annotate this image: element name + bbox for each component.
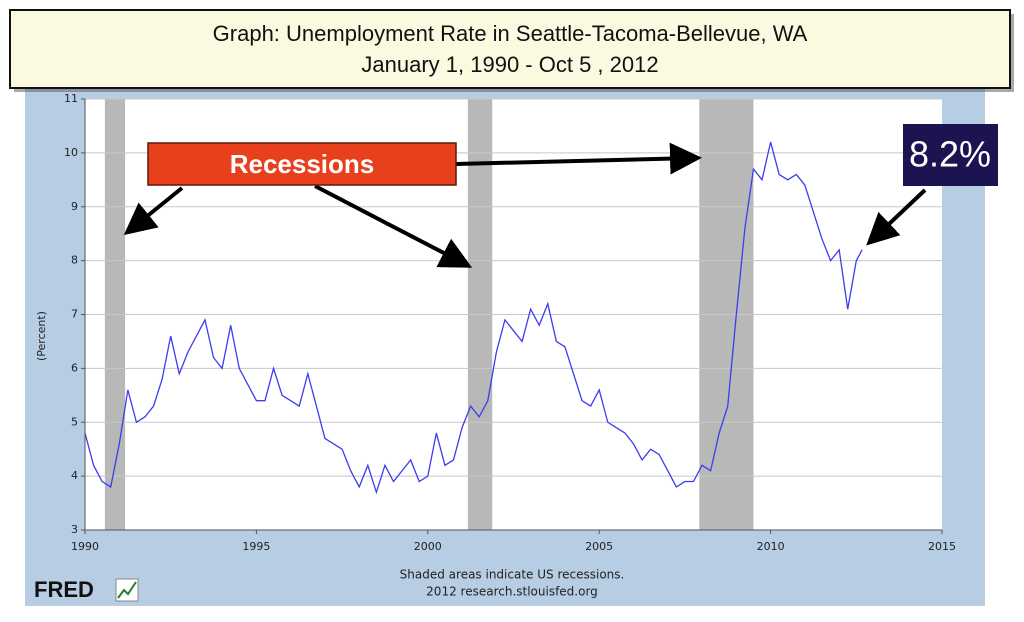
- logo: FRED: [34, 577, 94, 602]
- y-axis-label: (Percent): [35, 311, 48, 361]
- annotation: Recessions: [230, 149, 375, 179]
- y-tick-label: 8: [71, 254, 78, 267]
- footnote: Shaded areas indicate US recessions.: [400, 568, 625, 582]
- x-tick-label: 2010: [757, 540, 785, 553]
- chart-title: Graph: Unemployment Rate in Seattle-Taco…: [213, 21, 808, 46]
- arrow: [123, 186, 184, 236]
- arrow: [866, 188, 927, 246]
- data-line: [84, 141, 863, 495]
- source: 2012 research.stlouisfed.org: [426, 585, 598, 599]
- y-tick-label: 10: [64, 146, 78, 159]
- chart-subtitle: January 1, 1990 - Oct 5 , 2012: [361, 52, 658, 77]
- y-tick-label: 6: [71, 361, 78, 374]
- title-box: [9, 9, 1011, 89]
- y-tick-label: 11: [64, 92, 78, 105]
- annotation-box: [903, 124, 998, 186]
- annotation-box: [147, 142, 457, 186]
- y-tick-label: 3: [71, 523, 78, 536]
- logo-icon: [115, 578, 139, 602]
- arrow: [314, 184, 473, 268]
- y-tick-label: 7: [71, 308, 78, 321]
- x-tick-label: 2005: [585, 540, 613, 553]
- x-tick-label: 2000: [414, 540, 442, 553]
- y-tick-label: 9: [71, 200, 78, 213]
- x-tick-label: 1990: [71, 540, 99, 553]
- annotation: 8.2%: [909, 134, 991, 175]
- x-tick-label: 2015: [928, 540, 956, 553]
- y-tick-label: 4: [71, 469, 78, 482]
- y-tick-label: 5: [71, 415, 78, 428]
- x-tick-label: 1995: [242, 540, 270, 553]
- arrow: [455, 142, 702, 175]
- logo-icon-line: [117, 581, 137, 599]
